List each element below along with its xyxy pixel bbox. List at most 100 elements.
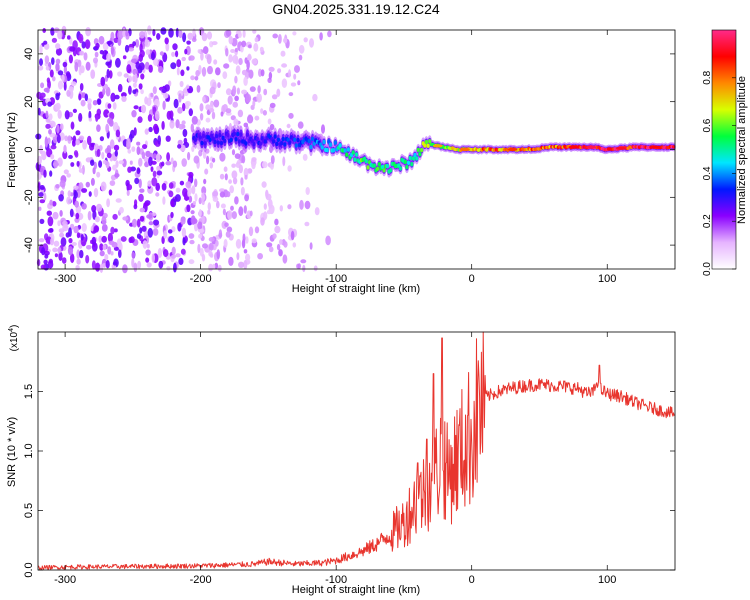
heatmap-cell xyxy=(101,236,107,243)
heatmap-cell xyxy=(57,247,61,254)
heatmap-cell xyxy=(172,43,177,50)
heatmap-cell xyxy=(39,44,42,54)
heatmap-cell xyxy=(241,90,247,95)
heatmap-cell xyxy=(93,100,98,105)
heatmap-cell xyxy=(200,103,204,111)
heatmap-cell xyxy=(332,148,335,152)
heatmap-cell xyxy=(121,96,126,102)
heatmap-cell xyxy=(38,65,44,70)
heatmap-cell xyxy=(138,54,143,62)
heatmap-cell xyxy=(127,167,132,173)
heatmap-cell xyxy=(283,254,288,263)
heatmap-cell xyxy=(244,194,249,201)
heatmap-cell xyxy=(272,94,278,99)
snr-panel: -300 -200 -100 0 100 0.00.51.01.5 Height of … xyxy=(6,325,675,596)
heatmap-cell xyxy=(38,192,43,197)
heatmap-cell xyxy=(50,27,54,35)
heatmap-cell xyxy=(224,166,228,172)
heatmap-cell xyxy=(177,107,183,114)
heatmap-cell xyxy=(256,137,259,141)
heatmap-cell xyxy=(207,54,212,64)
heatmap-cell xyxy=(130,161,133,165)
heatmap-cell xyxy=(236,132,239,136)
snr-xlabel: Height of straight line (km) xyxy=(292,584,420,596)
heatmap-cell xyxy=(220,141,223,145)
heatmap-cell xyxy=(152,253,155,262)
heatmap-cell xyxy=(171,255,176,259)
heatmap-cell xyxy=(163,249,168,257)
y-tick-label: 0 xyxy=(23,146,35,152)
heatmap-cell xyxy=(194,193,197,201)
heatmap-cell xyxy=(55,43,60,49)
heatmap-cell xyxy=(76,259,80,265)
heatmap-cell xyxy=(151,166,154,172)
heatmap-cell xyxy=(213,59,217,64)
heatmap-cell xyxy=(180,181,184,186)
colorbar-tick-label: 0.2 xyxy=(702,214,713,228)
heatmap-cell xyxy=(44,88,50,93)
heatmap-cell xyxy=(180,70,184,77)
heatmap-cell xyxy=(232,149,235,155)
heatmap-cell xyxy=(126,64,131,73)
heatmap-cell xyxy=(180,81,184,87)
heatmap-cell xyxy=(50,238,54,246)
heatmap-cell xyxy=(40,199,46,203)
heatmap-cell xyxy=(158,248,162,258)
heatmap-cell xyxy=(233,177,237,184)
heatmap-cell xyxy=(49,200,53,206)
heatmap-cell xyxy=(97,99,101,105)
heatmap-cell xyxy=(282,137,285,141)
heatmap-cell xyxy=(180,218,185,225)
heatmap-cell xyxy=(131,146,135,152)
heatmap-cell xyxy=(100,77,105,86)
heatmap-cell xyxy=(228,54,232,62)
heatmap-cell xyxy=(263,110,267,116)
heatmap-cell xyxy=(173,263,177,273)
heatmap-cell xyxy=(226,88,232,95)
heatmap-cell xyxy=(100,251,105,257)
heatmap-cell xyxy=(106,53,111,62)
heatmap-cell xyxy=(107,69,110,78)
heatmap-cell xyxy=(161,121,164,130)
heatmap-cell xyxy=(218,133,221,137)
heatmap-cell xyxy=(373,163,376,167)
heatmap-cell xyxy=(58,110,62,119)
heatmap-cell xyxy=(185,101,191,107)
heatmap-cell xyxy=(97,149,101,157)
heatmap-cell xyxy=(378,162,381,166)
heatmap-cell xyxy=(69,46,75,51)
heatmap-cell xyxy=(226,108,232,113)
heatmap-cell xyxy=(305,201,311,209)
heatmap-cell xyxy=(55,253,58,257)
heatmap-cell xyxy=(230,206,234,211)
heatmap-cell xyxy=(90,69,95,79)
heatmap-cell xyxy=(121,236,127,242)
heatmap-cell xyxy=(132,41,136,46)
heatmap-cell xyxy=(170,212,173,218)
heatmap-cell xyxy=(191,215,196,225)
heatmap-cell xyxy=(222,71,227,79)
heatmap-cell xyxy=(179,124,184,130)
heatmap-cell xyxy=(345,153,348,157)
heatmap-cell xyxy=(105,124,109,133)
x-tick-label: 0 xyxy=(469,273,475,285)
heatmap-cell xyxy=(215,67,221,75)
snr-multiplier-close: ) xyxy=(9,325,20,328)
heatmap-cell xyxy=(272,139,275,143)
heatmap-cell xyxy=(109,189,113,195)
heatmap-cell xyxy=(233,132,236,136)
heatmap-cell xyxy=(117,71,122,76)
y-tick-label: 0.0 xyxy=(23,562,35,577)
heatmap-cell xyxy=(66,197,71,205)
heatmap-cell xyxy=(94,188,98,197)
heatmap-cell xyxy=(138,194,144,202)
heatmap-cell xyxy=(110,93,115,102)
heatmap-cell xyxy=(568,146,578,149)
heatmap-cell xyxy=(275,142,278,146)
heatmap-cell xyxy=(110,251,113,255)
heatmap-cell xyxy=(280,141,283,145)
heatmap-cell xyxy=(146,214,152,219)
heatmap-cell xyxy=(182,238,185,246)
heatmap-cell xyxy=(58,194,64,201)
heatmap-cell xyxy=(297,80,300,85)
